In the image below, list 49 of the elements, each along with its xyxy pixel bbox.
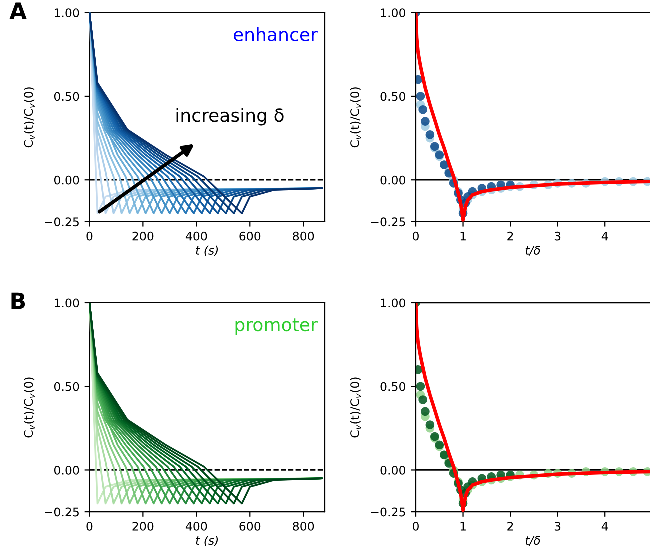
- x-tick-label: 400: [186, 522, 208, 531]
- y-tick-label: 1.00: [54, 298, 80, 308]
- y-tick-label: 0.50: [380, 382, 406, 392]
- y-tick-label: 0.00: [380, 176, 406, 185]
- y-axis-title: C$_{v}$(t)/C$_{v}$(0): [350, 378, 362, 438]
- x-tick-label: 4: [602, 232, 608, 241]
- x-tick-label: 0: [86, 232, 93, 241]
- y-tick-label: 1.00: [381, 8, 406, 18]
- y-tick-label: 0.50: [380, 92, 406, 102]
- y-axis-title: C$_{v}$(t)/C$_{v}$(0): [24, 378, 35, 438]
- y-tick-label: 0.50: [54, 92, 80, 102]
- y-tick-label: 0.00: [54, 176, 80, 185]
- y-tick-label: 0.50: [54, 382, 80, 392]
- annotation: enhancer: [234, 27, 318, 42]
- x-tick-label: 0: [413, 232, 419, 241]
- x-axis-title: t/δ: [526, 536, 540, 546]
- x-tick-label: 0: [86, 522, 93, 531]
- y-tick-label: 0.00: [54, 466, 80, 475]
- y-axis-title: C$_{v}$(t)/C$_{v}$(0): [350, 88, 362, 148]
- x-axis-title: t (s): [196, 536, 218, 546]
- y-tick-label: −0.25: [371, 508, 406, 517]
- y-tick-label: 1.00: [54, 8, 80, 18]
- x-tick-label: 4: [602, 522, 608, 531]
- x-tick-label: 200: [132, 232, 154, 241]
- x-tick-label: 0: [413, 522, 419, 531]
- x-tick-label: 600: [240, 522, 261, 531]
- y-tick-label: 0.00: [380, 466, 406, 475]
- x-tick-label: 800: [293, 522, 314, 531]
- x-tick-label: 2: [508, 232, 514, 241]
- x-tick-label: 2: [508, 522, 514, 531]
- y-tick-label: 1.00: [381, 298, 406, 308]
- x-tick-label: 400: [186, 232, 208, 241]
- x-tick-label: 600: [240, 232, 261, 241]
- y-axis-title: C$_{v}$(t)/C$_{v}$(0): [24, 88, 35, 148]
- x-axis-title: t/δ: [526, 246, 540, 256]
- x-tick-label: 1: [460, 232, 466, 241]
- text: A: [10, 2, 27, 19]
- y-tick-label: −0.25: [371, 218, 406, 227]
- annotation: promoter: [236, 318, 318, 336]
- x-axis-title: t (s): [196, 246, 218, 256]
- x-tick-label: 200: [132, 522, 154, 531]
- y-tick-label: −0.25: [45, 508, 79, 517]
- annotation: increasing δ: [176, 108, 284, 126]
- y-tick-label: −0.25: [45, 218, 79, 227]
- x-tick-label: 3: [554, 522, 561, 531]
- x-tick-label: 1: [460, 522, 466, 531]
- text: B: [12, 292, 26, 310]
- x-tick-label: 800: [293, 232, 314, 241]
- x-tick-label: 3: [554, 232, 561, 241]
